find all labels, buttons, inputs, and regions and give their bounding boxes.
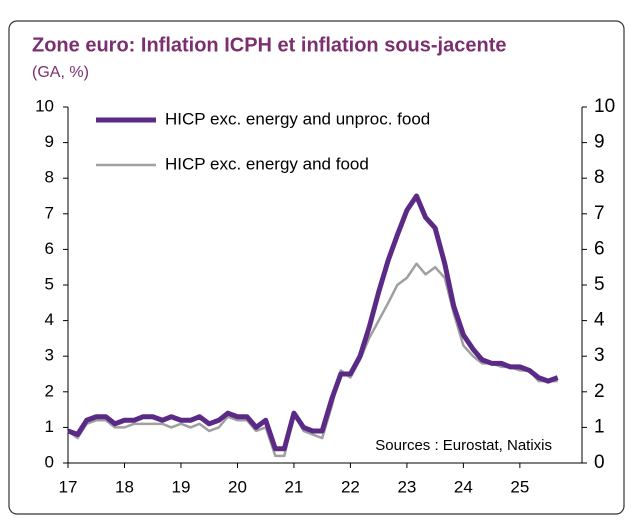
x-tick-label: 19 (172, 477, 191, 496)
x-tick-label: 20 (228, 477, 247, 496)
y-tick-label: 2 (45, 381, 54, 400)
x-tick-label: 22 (341, 477, 360, 496)
y-tick-label: 5 (45, 274, 54, 293)
chart-subtitle: (GA, %) (32, 64, 89, 81)
y2-tick-label: 9 (594, 132, 605, 153)
y-tick-label: 6 (45, 239, 54, 258)
x-tick-label: 23 (397, 477, 416, 496)
y-tick-label: 7 (45, 203, 54, 222)
y2-tick-label: 8 (594, 167, 605, 188)
x-tick-label: 17 (59, 477, 78, 496)
y2-tick-label: 2 (594, 381, 605, 402)
legend-label: HICP exc. energy and food (165, 154, 369, 173)
y-tick-label: 8 (45, 168, 54, 187)
legend-label: HICP exc. energy and unproc. food (165, 109, 430, 128)
x-tick-label: 24 (454, 477, 473, 496)
y-tick-label: 3 (45, 346, 54, 365)
frame (8, 20, 625, 515)
line-series (67, 193, 559, 452)
y2-tick-label: 0 (594, 452, 605, 473)
y2-tick-label: 5 (594, 274, 605, 295)
chart-title: Zone euro: Inflation ICPH et inflation s… (32, 34, 506, 56)
y-tick-label: 9 (45, 132, 54, 151)
y2-tick-label: 1 (594, 416, 605, 437)
y-tick-label: 10 (35, 96, 54, 115)
y2-tick-label: 10 (594, 96, 615, 117)
line-series (67, 262, 558, 458)
x-tick-label: 18 (115, 477, 134, 496)
annotation: Sources : Eurostat, Natixis (375, 437, 552, 454)
y-tick-label: 0 (45, 452, 54, 471)
y2-tick-label: 3 (594, 345, 605, 366)
y-tick-label: 1 (45, 417, 54, 436)
x-tick-label: 25 (510, 477, 529, 496)
y2-tick-label: 7 (594, 203, 605, 224)
y2-tick-label: 4 (594, 310, 605, 331)
x-tick-label: 21 (284, 477, 303, 496)
y2-tick-label: 6 (594, 238, 605, 259)
y-tick-label: 4 (45, 310, 54, 329)
